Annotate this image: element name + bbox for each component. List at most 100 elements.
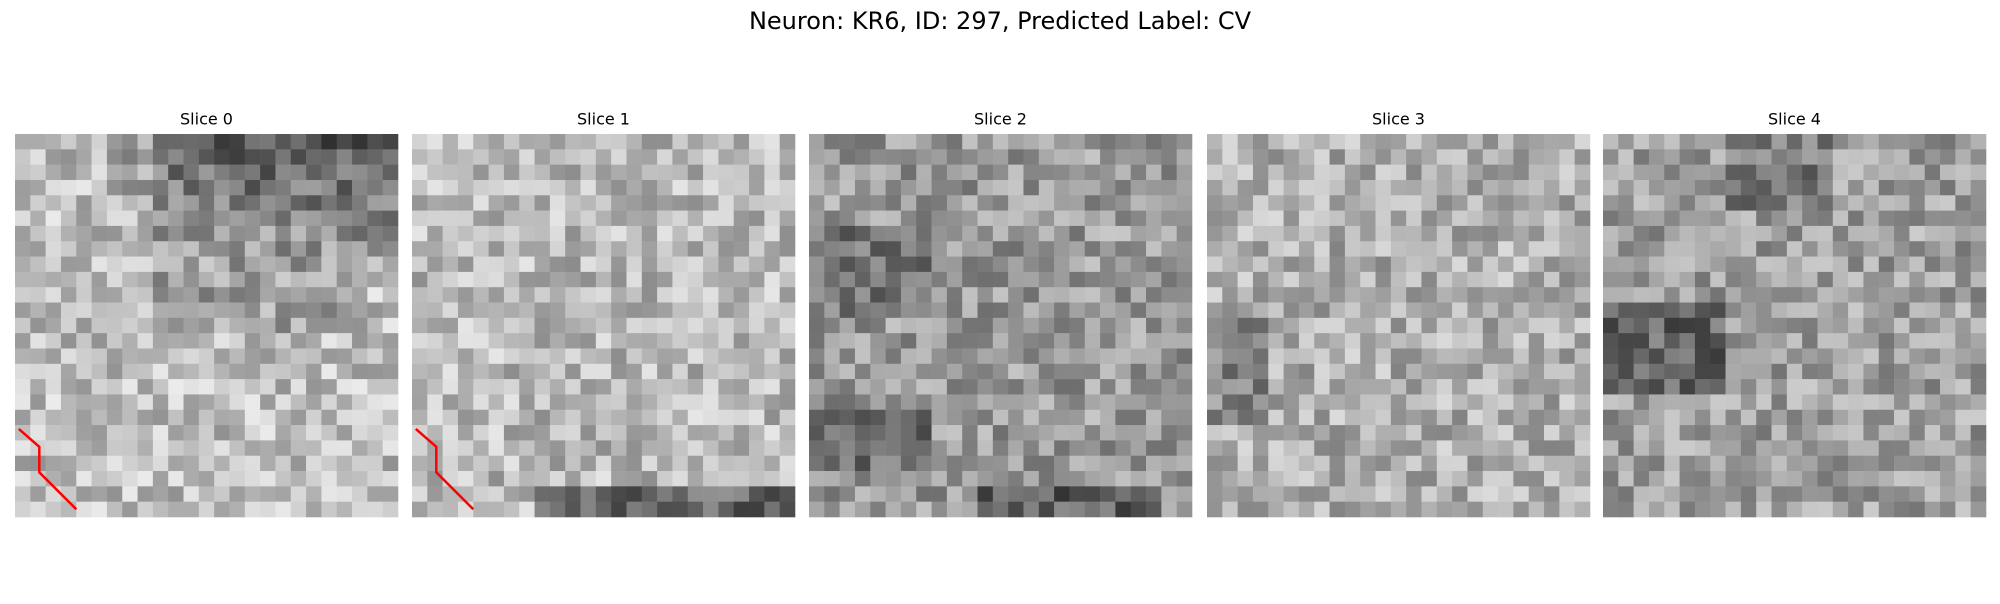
pixel bbox=[718, 409, 735, 426]
pixel bbox=[1360, 195, 1376, 211]
pixel bbox=[1038, 486, 1055, 502]
pixel bbox=[1406, 134, 1422, 150]
pixel bbox=[977, 287, 994, 303]
pixel bbox=[442, 225, 459, 242]
pixel bbox=[1786, 363, 1803, 380]
pixel bbox=[137, 486, 154, 502]
pixel bbox=[1786, 486, 1803, 502]
pixel bbox=[198, 440, 215, 457]
pixel bbox=[1237, 164, 1254, 181]
pixel bbox=[946, 440, 963, 457]
pixel bbox=[336, 149, 353, 165]
pixel bbox=[260, 271, 276, 288]
pixel bbox=[1084, 409, 1101, 426]
pixel bbox=[641, 302, 658, 319]
pixel bbox=[352, 440, 368, 457]
pixel bbox=[1894, 333, 1910, 349]
pixel bbox=[1940, 256, 1956, 273]
pixel bbox=[1633, 241, 1650, 257]
pixel bbox=[1222, 363, 1238, 380]
pixel bbox=[290, 440, 307, 457]
pixel bbox=[1176, 302, 1193, 319]
pixel bbox=[137, 271, 154, 288]
pixel bbox=[1344, 287, 1361, 303]
pixel bbox=[1544, 348, 1560, 365]
pixel bbox=[718, 302, 735, 319]
pixel bbox=[1222, 271, 1238, 288]
pixel bbox=[1344, 348, 1361, 365]
pixel bbox=[290, 271, 307, 288]
pixel bbox=[595, 302, 612, 319]
pixel bbox=[779, 394, 796, 411]
pixel bbox=[1176, 501, 1193, 518]
pixel bbox=[749, 241, 765, 257]
pixel bbox=[260, 134, 276, 150]
pixel bbox=[992, 195, 1009, 211]
pixel bbox=[1038, 379, 1055, 395]
pixel bbox=[1344, 440, 1361, 457]
pixel bbox=[321, 287, 338, 303]
pixel bbox=[946, 271, 963, 288]
pixel bbox=[1421, 195, 1438, 211]
pixel bbox=[534, 287, 551, 303]
pixel bbox=[1740, 271, 1757, 288]
pixel bbox=[1054, 425, 1070, 441]
pixel bbox=[412, 409, 428, 426]
pixel bbox=[549, 287, 566, 303]
pixel bbox=[977, 440, 994, 457]
pixel bbox=[1467, 149, 1484, 165]
pixel bbox=[672, 409, 689, 426]
pixel bbox=[1436, 210, 1453, 227]
pixel bbox=[168, 409, 184, 426]
pixel bbox=[1252, 333, 1269, 349]
pixel bbox=[946, 317, 963, 334]
pixel bbox=[457, 149, 474, 165]
pixel bbox=[1390, 317, 1407, 334]
pixel bbox=[1069, 149, 1086, 165]
pixel bbox=[1344, 179, 1361, 196]
pixel bbox=[1603, 486, 1619, 502]
pixel bbox=[916, 394, 932, 411]
pixel bbox=[1100, 179, 1116, 196]
pixel bbox=[962, 333, 978, 349]
pixel bbox=[1924, 164, 1941, 181]
pixel bbox=[321, 134, 338, 150]
pixel bbox=[1786, 225, 1803, 242]
pixel bbox=[534, 256, 551, 273]
pixel bbox=[1268, 471, 1284, 487]
pixel bbox=[885, 179, 902, 196]
pixel bbox=[1664, 440, 1680, 457]
pixel bbox=[1237, 363, 1254, 380]
pixel bbox=[260, 241, 276, 257]
pixel bbox=[611, 317, 627, 334]
pixel bbox=[488, 302, 505, 319]
pixel bbox=[733, 271, 750, 288]
pixel bbox=[30, 149, 46, 165]
pixel bbox=[45, 164, 62, 181]
pixel bbox=[1054, 164, 1070, 181]
pixel bbox=[1909, 241, 1926, 257]
pixel bbox=[45, 256, 62, 273]
pixel bbox=[1344, 256, 1361, 273]
pixel bbox=[718, 241, 735, 257]
pixel bbox=[809, 363, 825, 380]
pixel bbox=[1038, 179, 1055, 196]
pixel bbox=[1679, 179, 1696, 196]
pixel bbox=[457, 471, 474, 487]
pixel bbox=[122, 287, 138, 303]
pixel bbox=[534, 134, 551, 150]
pixel bbox=[809, 317, 825, 334]
pixel bbox=[1756, 425, 1772, 441]
pixel bbox=[946, 241, 963, 257]
pixel bbox=[1574, 471, 1591, 487]
pixel bbox=[1482, 134, 1499, 150]
pixel bbox=[1360, 348, 1376, 365]
pixel bbox=[1100, 455, 1116, 472]
pixel bbox=[916, 348, 932, 365]
pixel bbox=[183, 455, 200, 472]
pixel bbox=[1955, 440, 1971, 457]
pixel bbox=[1115, 455, 1132, 472]
pixel bbox=[168, 348, 184, 365]
pixel bbox=[1559, 271, 1575, 288]
pixel bbox=[1176, 164, 1193, 181]
